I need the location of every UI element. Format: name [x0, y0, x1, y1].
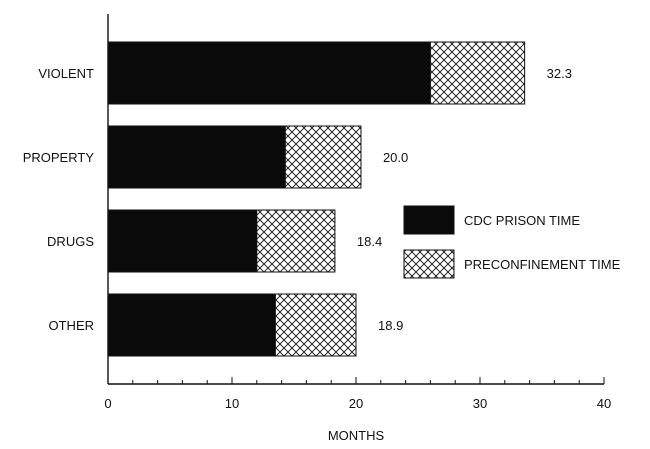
total-label-violent: 32.3 [547, 66, 572, 81]
bars-group [107, 41, 526, 357]
bar-property-preconfinement-time [284, 125, 362, 189]
bar-drugs-preconfinement-time [256, 209, 336, 273]
legend: CDC PRISON TIME PRECONFINEMENT TIME [403, 205, 621, 279]
axes-group [107, 14, 605, 385]
legend-swatch-cdc-prison-time [403, 205, 455, 235]
bar-other-cdc-prison-time [107, 293, 276, 357]
category-label-drugs: DRUGS [47, 234, 94, 249]
bar-other-preconfinement-time [274, 293, 357, 357]
category-label-other: OTHER [49, 318, 95, 333]
x-tick-label: 20 [349, 396, 363, 411]
bar-drugs-cdc-prison-time [107, 209, 258, 273]
bar-property-cdc-prison-time [107, 125, 286, 189]
x-tick-label: 0 [104, 396, 111, 411]
x-tick-label: 40 [597, 396, 611, 411]
category-label-property: PROPERTY [23, 150, 95, 165]
x-tick-label: 10 [225, 396, 239, 411]
legend-label-cdc-prison-time: CDC PRISON TIME [464, 213, 580, 228]
x-tick-label: 30 [473, 396, 487, 411]
bar-violent-cdc-prison-time [107, 41, 431, 105]
legend-swatch-preconfinement-time [403, 249, 455, 279]
legend-label-preconfinement-time: PRECONFINEMENT TIME [464, 257, 621, 272]
total-label-other: 18.9 [378, 318, 403, 333]
x-axis-title: MONTHS [328, 428, 385, 443]
bar-violent-preconfinement-time [429, 41, 526, 105]
total-label-property: 20.0 [383, 150, 408, 165]
labels-group: VIOLENT 32.3 PROPERTY 20.0 DRUGS 18.4 OTHER 18.… [23, 66, 612, 443]
total-label-drugs: 18.4 [357, 234, 382, 249]
category-label-violent: VIOLENT [38, 66, 94, 81]
